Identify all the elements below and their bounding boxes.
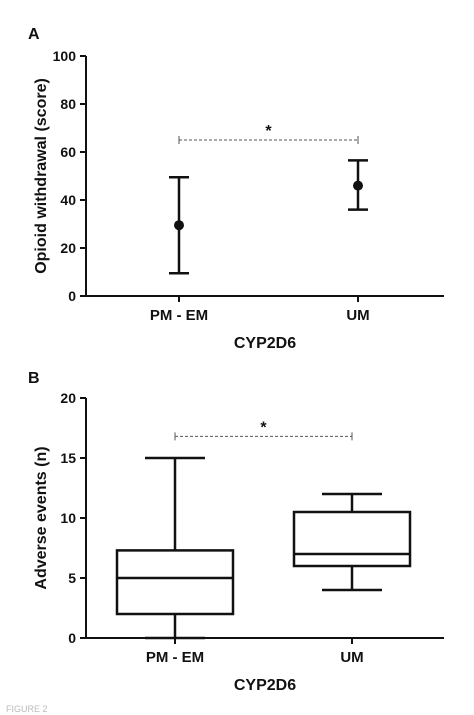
x-tick-label: UM: [346, 307, 369, 324]
y-axis-title: Adverse events (n): [33, 446, 50, 589]
y-tick-label: 0: [68, 288, 76, 304]
x-tick-label: PM - EM: [150, 307, 208, 324]
x-tick-label: PM - EM: [146, 649, 204, 666]
y-axis-title: Opioid withdrawal (score): [33, 78, 50, 274]
significance-star: *: [265, 123, 272, 140]
y-tick-label: 5: [68, 570, 76, 586]
mean-point: [174, 220, 184, 231]
significance-star: *: [260, 419, 267, 436]
y-tick-label: 20: [60, 240, 76, 256]
y-tick-label: 100: [53, 48, 77, 64]
figure-caption-fragment: FIGURE 2: [6, 704, 48, 714]
y-tick-label: 80: [60, 96, 76, 112]
mean-point: [353, 180, 363, 191]
panel-a: A 0 20 40 60 80 100 PM - EM UM CYP2D6 Opioid withd…: [28, 26, 444, 352]
y-tick-label: 10: [60, 510, 76, 526]
box: [115, 549, 235, 616]
x-axis-title: CYP2D6: [234, 677, 296, 694]
panel-letter: A: [28, 26, 40, 43]
panel-b: B 0 5 10 15 20 PM - EM UM CYP2D6 Adverse events (…: [28, 370, 444, 694]
box: [292, 510, 412, 568]
panel-letter: B: [28, 370, 40, 387]
y-tick-label: 0: [68, 630, 76, 646]
y-tick-label: 20: [60, 390, 76, 406]
y-tick-label: 15: [60, 450, 76, 466]
y-tick-label: 40: [60, 192, 76, 208]
y-tick-label: 60: [60, 144, 76, 160]
x-tick-label: UM: [340, 649, 363, 666]
x-axis-title: CYP2D6: [234, 335, 296, 352]
